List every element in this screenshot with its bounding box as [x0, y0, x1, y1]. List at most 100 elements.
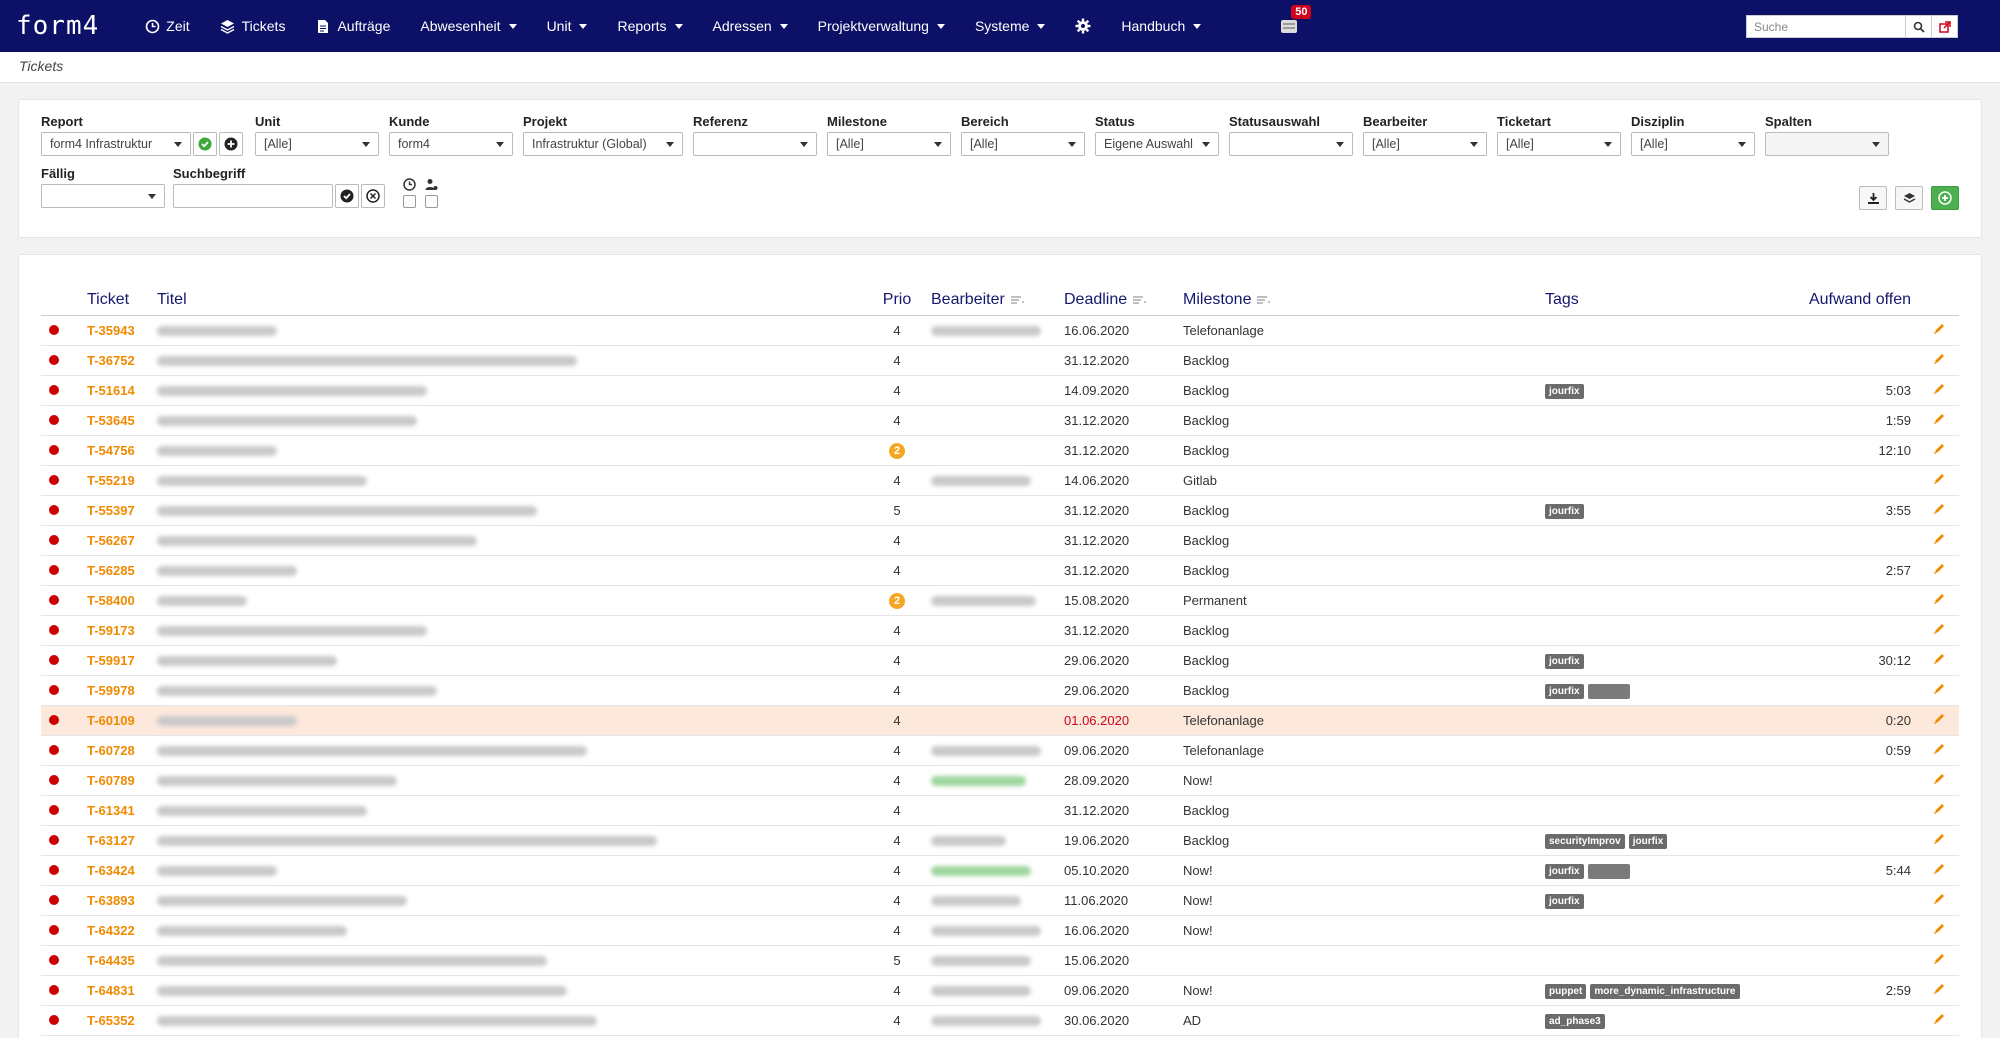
pencil-icon[interactable]	[1933, 982, 1946, 995]
ticket-id-link[interactable]: T-51614	[87, 382, 135, 398]
table-row[interactable]: T-55397 5 31.12.2020 Backlog jourfix 3:55	[41, 495, 1959, 526]
ticket-title-link[interactable]	[157, 356, 577, 367]
tag-badge[interactable]	[1587, 863, 1630, 879]
kunde-select[interactable]: form4	[389, 132, 513, 156]
pencil-icon[interactable]	[1933, 772, 1946, 785]
table-row[interactable]: T-56285 4 31.12.2020 Backlog 2:57	[41, 555, 1959, 586]
ticket-title-link[interactable]	[157, 416, 417, 427]
pencil-icon[interactable]	[1933, 802, 1946, 815]
ticket-title-link[interactable]	[157, 686, 437, 697]
table-row[interactable]: T-55219 4 14.06.2020 Gitlab	[41, 465, 1959, 496]
statusauswahl-select[interactable]	[1229, 132, 1353, 156]
ticket-title-link[interactable]	[157, 386, 427, 397]
ticket-title-link[interactable]	[157, 506, 537, 517]
tag-badge[interactable]: jourfix	[1545, 683, 1584, 699]
table-row[interactable]: T-60728 4 09.06.2020 Telefonanlage 0:59	[41, 735, 1959, 766]
notifications-button[interactable]: 50	[1278, 5, 1312, 37]
pencil-icon[interactable]	[1933, 922, 1946, 935]
ticket-title-link[interactable]	[157, 776, 397, 787]
ticket-id-link[interactable]: T-59917	[87, 652, 135, 668]
add-ticket-button[interactable]	[1931, 186, 1959, 210]
pencil-icon[interactable]	[1933, 472, 1946, 485]
bearbeiter-header[interactable]: Bearbeiter	[923, 285, 1056, 316]
pencil-icon[interactable]	[1933, 442, 1946, 455]
table-row[interactable]: T-51614 4 14.09.2020 Backlog jourfix 5:03	[41, 375, 1959, 406]
table-row[interactable]: T-36752 4 31.12.2020 Backlog	[41, 345, 1959, 376]
pencil-icon[interactable]	[1933, 652, 1946, 665]
pencil-icon[interactable]	[1933, 412, 1946, 425]
prio-header[interactable]: Prio	[871, 285, 923, 316]
ticket-title-link[interactable]	[157, 716, 297, 727]
table-row[interactable]: T-53645 4 31.12.2020 Backlog 1:59	[41, 405, 1959, 436]
ticket-id-link[interactable]: T-36752	[87, 352, 135, 368]
app-logo[interactable]: form4	[16, 11, 100, 41]
pencil-icon[interactable]	[1933, 712, 1946, 725]
ticket-id-link[interactable]: T-56285	[87, 562, 135, 578]
aufwand-header[interactable]: Aufwand offen	[1751, 285, 1919, 316]
nav-item-projektverwaltung[interactable]: Projektverwaltung	[803, 0, 960, 52]
ticket-id-link[interactable]: T-60789	[87, 772, 135, 788]
ticket-id-link[interactable]: T-64322	[87, 922, 135, 938]
nav-item-zeit[interactable]: Zeit	[129, 0, 204, 52]
referenz-select[interactable]	[693, 132, 817, 156]
pencil-icon[interactable]	[1933, 682, 1946, 695]
nav-item-handbuch[interactable]: Handbuch	[1106, 0, 1216, 52]
deadline-header[interactable]: Deadline	[1056, 285, 1175, 316]
ticket-id-link[interactable]: T-60109	[87, 712, 135, 728]
table-row[interactable]: T-64435 5 15.06.2020	[41, 945, 1959, 976]
tag-badge[interactable]: jourfix	[1545, 893, 1584, 909]
table-row[interactable]: T-61341 4 31.12.2020 Backlog	[41, 795, 1959, 826]
tag-badge[interactable]: jourfix	[1545, 503, 1584, 519]
ticket-id-link[interactable]: T-54756	[87, 442, 135, 458]
bereich-select[interactable]: [Alle]	[961, 132, 1085, 156]
tag-badge[interactable]: more_dynamic_infrastructure	[1590, 983, 1740, 999]
bearbeiter-select[interactable]: [Alle]	[1363, 132, 1487, 156]
save-report-button[interactable]	[193, 132, 217, 156]
tag-badge[interactable]: jourfix	[1628, 833, 1668, 849]
disziplin-select[interactable]: [Alle]	[1631, 132, 1755, 156]
user-checkbox[interactable]	[425, 195, 438, 208]
table-row[interactable]: T-63424 4 05.10.2020 Now! jourfix 5:44	[41, 855, 1959, 886]
table-row[interactable]: T-54756 2 31.12.2020 Backlog 12:10	[41, 435, 1959, 466]
tag-badge[interactable]: jourfix	[1545, 653, 1584, 669]
pencil-icon[interactable]	[1933, 562, 1946, 575]
table-row[interactable]: T-59917 4 29.06.2020 Backlog jourfix 30:12	[41, 645, 1959, 676]
search-input[interactable]	[1746, 15, 1906, 38]
pencil-icon[interactable]	[1933, 622, 1946, 635]
download-button[interactable]	[1859, 186, 1887, 210]
pencil-icon[interactable]	[1933, 742, 1946, 755]
ticket-title-link[interactable]	[157, 806, 367, 817]
nav-item-unit[interactable]: Unit	[532, 0, 603, 52]
table-row[interactable]: T-63893 4 11.06.2020 Now! jourfix	[41, 885, 1959, 916]
suchbegriff-input[interactable]	[173, 184, 333, 208]
ticket-id-link[interactable]: T-59978	[87, 682, 135, 698]
table-row[interactable]: T-59978 4 29.06.2020 Backlog jourfix	[41, 675, 1959, 706]
table-row[interactable]: T-64831 4 09.06.2020 Now! puppet more_dynamic…	[41, 975, 1959, 1006]
ticket-id-link[interactable]: T-64435	[87, 952, 135, 968]
ticket-id-link[interactable]: T-56267	[87, 532, 135, 548]
milestone-select[interactable]: [Alle]	[827, 132, 951, 156]
ticket-id-link[interactable]: T-55397	[87, 502, 135, 518]
milestone-header[interactable]: Milestone	[1175, 285, 1537, 316]
pencil-icon[interactable]	[1933, 832, 1946, 845]
nav-item-reports[interactable]: Reports	[602, 0, 697, 52]
ticket-title-link[interactable]	[157, 746, 587, 757]
apply-search-button[interactable]	[335, 184, 359, 208]
ticket-id-link[interactable]: T-63127	[87, 832, 135, 848]
ticket-id-link[interactable]: T-59173	[87, 622, 135, 638]
title-header[interactable]: Titel	[149, 285, 871, 316]
pencil-icon[interactable]	[1933, 952, 1946, 965]
ticket-id-link[interactable]: T-58400	[87, 592, 135, 608]
ticket-id-link[interactable]: T-55219	[87, 472, 135, 488]
ticket-title-link[interactable]	[157, 476, 367, 487]
ticket-id-link[interactable]: T-63424	[87, 862, 135, 878]
table-row[interactable]: T-35943 4 16.06.2020 Telefonanlage	[41, 315, 1959, 346]
spalten-select[interactable]	[1765, 132, 1889, 156]
table-row[interactable]: T-58400 2 15.08.2020 Permanent	[41, 585, 1959, 616]
nav-item-gear[interactable]	[1060, 0, 1106, 52]
table-row[interactable]: T-63127 4 19.06.2020 Backlog securityImprov j…	[41, 825, 1959, 856]
ticket-id-link[interactable]: T-61341	[87, 802, 135, 818]
ticket-title-link[interactable]	[157, 326, 277, 337]
ticket-title-link[interactable]	[157, 956, 547, 967]
tag-badge[interactable]: securityImprov	[1545, 833, 1625, 849]
